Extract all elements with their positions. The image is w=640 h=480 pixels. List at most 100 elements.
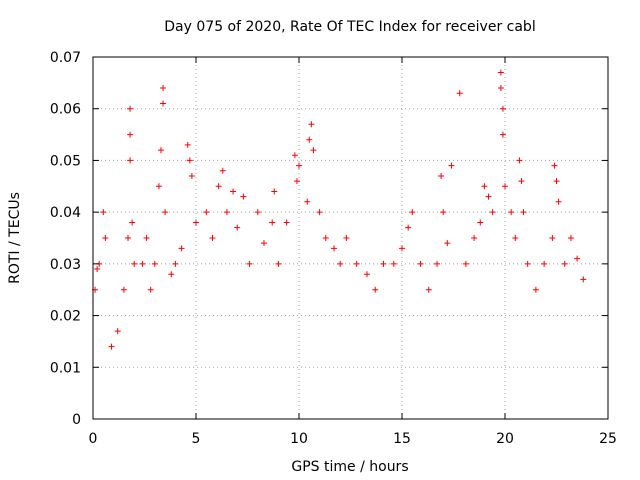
data-point [172,260,179,267]
data-point [337,260,344,267]
data-point [254,209,261,216]
data-point [178,245,185,252]
data-point [203,209,210,216]
data-point [456,90,463,97]
x-tick-label: 20 [496,431,514,447]
data-point [399,245,405,252]
data-point [440,209,447,216]
data-point [157,147,164,154]
data-point [306,136,313,143]
data-point [310,147,317,154]
data-point [485,193,492,200]
data-point [127,131,134,138]
data-point [438,172,445,179]
data-point [409,209,416,216]
data-point [160,100,167,107]
data-point [448,162,455,169]
data-point [434,260,441,267]
data-point [444,240,451,247]
data-point [390,260,397,267]
data-point [188,172,195,179]
data-point [508,209,515,216]
data-point [293,178,300,185]
data-point [477,219,484,226]
data-point [481,183,488,190]
data-point [499,131,506,138]
data-point [363,271,370,278]
data-point [425,286,432,293]
data-point [316,209,323,216]
x-tick-label: 25 [599,431,617,447]
data-point [343,235,350,241]
data-point [283,219,290,226]
x-tick-label: 0 [89,431,98,447]
data-point [567,235,574,241]
data-point [108,343,115,350]
data-point [291,152,298,159]
data-point [114,328,121,335]
data-point [193,219,199,226]
data-point [322,235,329,241]
data-point [125,235,132,241]
data-point [143,235,150,241]
data-point [555,198,562,205]
data-point [561,260,568,267]
data-point [553,178,560,185]
data-point [372,286,379,293]
data-point [462,260,469,267]
y-tick-label: 0.05 [50,153,81,169]
data-point [240,193,247,200]
y-tick-label: 0 [72,412,81,428]
data-point [147,286,154,293]
data-point [230,188,237,195]
data-point [162,209,169,216]
plot-frame [92,56,609,420]
data-point [219,167,226,174]
data-point [551,162,558,169]
x-tick-label: 5 [192,431,201,447]
data-point [512,235,519,241]
data-point [304,198,311,205]
data-point [275,260,282,267]
data-point [139,260,146,267]
data-point [246,260,253,267]
data-point [160,85,167,92]
data-point [151,260,158,267]
data-point [209,235,216,241]
data-point [155,183,162,190]
data-point [127,157,134,164]
data-point [524,260,531,267]
data-point [502,183,508,190]
data-point [541,260,548,267]
data-point [405,224,412,231]
data-point [100,209,107,216]
data-point [296,162,302,169]
data-point [549,235,556,241]
data-point [520,209,527,216]
y-tick-label: 0.06 [50,102,81,118]
y-tick-labels: 0 0.01 0.02 0.03 0.04 0.05 0.06 0.07 [50,50,81,428]
data-point [331,245,338,252]
y-tick-label: 0.03 [50,257,81,273]
data-point [186,157,193,164]
data-point [127,105,134,112]
y-tick-label: 0.04 [50,205,81,221]
grid-lines [93,57,608,419]
data-point [269,219,276,226]
data-point [497,85,504,92]
data-point [184,141,191,148]
axis-ticks [92,56,609,420]
x-tick-label: 10 [290,431,308,447]
data-point [516,157,523,164]
data-point [497,69,504,76]
data-point [580,276,587,283]
x-tick-labels: 0 5 10 15 20 25 [89,431,617,447]
data-point [574,255,581,262]
data-point [499,105,506,112]
x-tick-label: 15 [393,431,411,447]
data-point [417,260,424,267]
data-point [260,240,267,247]
data-point [489,209,496,216]
data-point [168,271,175,278]
